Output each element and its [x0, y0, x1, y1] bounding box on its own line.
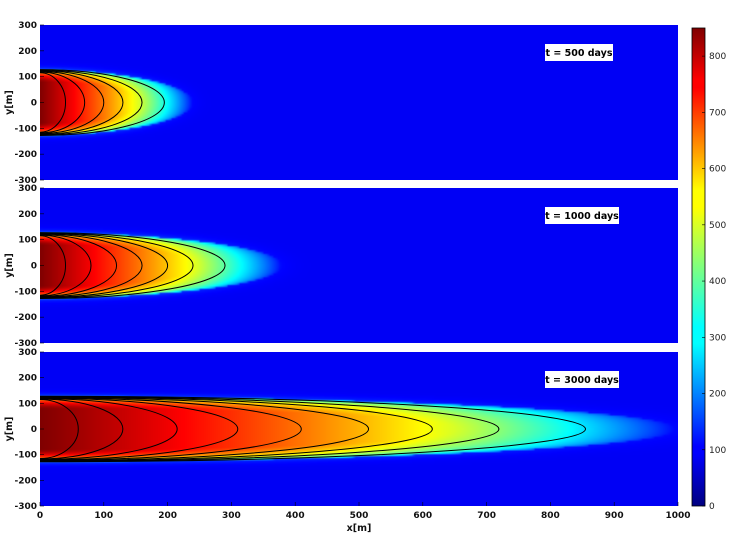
contour-line [39, 70, 124, 135]
contour-line [39, 71, 105, 134]
x-tick-label: 400 [286, 511, 305, 521]
colorbar-tick-label: 200 [709, 390, 726, 400]
time-annotation-box [545, 371, 619, 388]
x-tick-label: 800 [541, 511, 560, 521]
time-annotation-text: t = 500 days [545, 48, 612, 59]
contour-line [39, 234, 117, 297]
y-axis-label: y[m] [4, 417, 15, 442]
contour-line [39, 69, 165, 136]
x-tick-label: 300 [222, 511, 241, 521]
x-tick-label: 600 [413, 511, 432, 521]
y-tick-label: -300 [14, 339, 37, 349]
time-annotation: t = 3000 days [545, 371, 619, 388]
contour-line [39, 233, 143, 298]
contour-line [39, 72, 66, 133]
contour-line [39, 69, 143, 136]
y-axis-label: y[m] [4, 253, 15, 278]
y-tick-label: -100 [14, 124, 37, 134]
y-tick-label: 200 [18, 374, 37, 384]
y-tick-label: 100 [18, 73, 37, 83]
panel-t1000: 300 200 100 0 -100 -200 -300 y[m] t = 1000 day… [4, 184, 678, 349]
y-tick-label: -100 [14, 287, 37, 297]
y-tick-label: 0 [31, 262, 37, 272]
time-annotation: t = 500 days [545, 44, 613, 61]
contour-line [39, 398, 124, 460]
colorbar-tick-label: 700 [709, 108, 726, 118]
y-axis-label: y[m] [4, 90, 15, 115]
contour-line [39, 233, 168, 298]
contour-lines [39, 69, 165, 136]
time-annotation-box [545, 207, 619, 224]
y-tick-label: 300 [18, 184, 37, 194]
contour-line [39, 234, 92, 297]
contour-line [39, 235, 66, 296]
y-tick-label: 100 [18, 399, 37, 409]
x-tick-label: 100 [94, 511, 113, 521]
time-annotation-box [545, 44, 613, 61]
colorbar-tick-label: 300 [709, 333, 726, 343]
contour-line [39, 397, 239, 461]
x-axis-label: x[m] [347, 523, 372, 534]
x-axis: 0 100 200 300 400 500 600 700 800 900 1000 x[m] [37, 502, 691, 534]
y-axis-ticks: 300 200 100 0 -100 -200 -300 [14, 21, 44, 186]
x-tick-label: 700 [477, 511, 496, 521]
x-tick-label: 0 [37, 511, 43, 521]
contour-line [39, 397, 302, 461]
y-tick-label: -200 [14, 313, 37, 323]
contour-line [39, 396, 500, 462]
colorbar: 0 100 200 300 400 500 600 700 800 [691, 27, 726, 512]
colorbar-tick-label: 600 [709, 165, 726, 175]
y-axis-ticks: 300 200 100 0 -100 -200 -300 [14, 184, 44, 349]
y-tick-label: -300 [14, 502, 37, 512]
y-tick-label: 200 [18, 210, 37, 220]
panel-t500: 300 200 100 0 -100 -200 -300 y[m] t = 500 days [4, 21, 678, 186]
y-tick-label: 0 [31, 99, 37, 109]
contour-line [39, 71, 86, 134]
x-axis-ticks: 0 100 200 300 400 500 600 700 800 900 1000 [37, 502, 691, 521]
time-annotation-text: t = 1000 days [545, 211, 619, 222]
colorbar-tick-label: 800 [709, 52, 726, 62]
colorbar-gradient [691, 27, 706, 507]
y-tick-label: -200 [14, 476, 37, 486]
contour-line [39, 398, 79, 460]
colorbar-tick-label: 0 [709, 502, 715, 512]
y-tick-label: -300 [14, 176, 37, 186]
x-tick-label: 200 [158, 511, 177, 521]
contour-line [39, 398, 178, 460]
x-tick-label: 1000 [665, 511, 690, 521]
y-tick-label: -100 [14, 451, 37, 461]
y-tick-label: -200 [14, 150, 37, 160]
y-tick-label: 300 [18, 21, 37, 31]
contour-line [39, 396, 369, 462]
y-tick-label: 100 [18, 236, 37, 246]
contour-line [39, 396, 433, 462]
colorbar-ticks: 0 100 200 300 400 500 600 700 800 [702, 52, 726, 512]
y-axis-ticks: 300 200 100 0 -100 -200 -300 [14, 348, 44, 512]
contour-line [39, 395, 586, 463]
y-tick-label: 0 [31, 425, 37, 435]
colorbar-tick-label: 500 [709, 221, 726, 231]
y-tick-label: 200 [18, 47, 37, 57]
x-tick-label: 900 [605, 511, 624, 521]
panel-t3000: 300 200 100 0 -100 -200 -300 y[m] t = 3000 day… [4, 348, 678, 512]
time-annotation: t = 1000 days [545, 207, 619, 224]
contour-line [39, 232, 226, 299]
x-tick-label: 500 [350, 511, 369, 521]
time-annotation-text: t = 3000 days [545, 375, 619, 386]
y-tick-label: 300 [18, 348, 37, 358]
colorbar-tick-label: 400 [709, 277, 726, 287]
contour-lines [39, 395, 586, 463]
colorbar-tick-label: 100 [709, 446, 726, 456]
